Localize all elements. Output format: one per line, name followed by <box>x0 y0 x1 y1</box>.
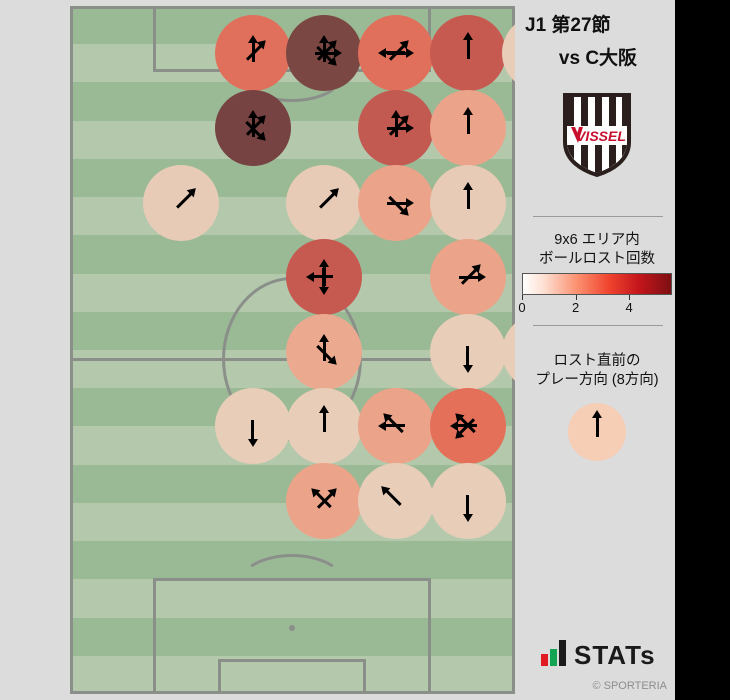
match-round: J1 第27節 <box>525 15 611 36</box>
crest-wrap: VISSEL <box>519 90 675 178</box>
header-block: J1 第27節 vs C大阪 <box>525 10 671 70</box>
colorbar-title-line2: ボールロスト回数 <box>539 250 655 267</box>
heatmap-cell <box>430 463 506 539</box>
content-panel: J1 第27節 vs C大阪 <box>0 0 675 700</box>
heatmap-cell <box>215 388 291 464</box>
heatmap-cell <box>215 15 291 91</box>
copyright: © SPORTERIA <box>592 680 667 692</box>
heatmap-cell <box>358 388 434 464</box>
pitch-stripe <box>70 655 515 694</box>
heatmap-cell <box>430 15 506 91</box>
touchline-bottom <box>70 691 515 694</box>
colorbar-tick-label: 4 <box>625 300 633 316</box>
penalty-spot-bottom <box>289 625 295 631</box>
heatmap-cell <box>286 463 362 539</box>
penalty-arc-top <box>239 44 345 102</box>
crest-wordmark: VISSEL <box>576 128 626 144</box>
divider-bottom <box>533 325 663 326</box>
goal-area-bottom <box>218 659 366 694</box>
heatmap-cell <box>430 388 506 464</box>
heatmap-cell <box>430 165 506 241</box>
divider-top <box>533 216 663 217</box>
arrow-title-line2: プレー方向 (8方向) <box>535 371 659 388</box>
colorbar-tick-label: 2 <box>571 300 580 316</box>
colorbar-legend: 9x6 エリア内 ボールロスト回数 0 2 4 <box>518 231 672 316</box>
arrow-legend-sample <box>568 403 626 462</box>
colorbar-tick-label: 0 <box>518 300 526 316</box>
colorbar-title-line1: 9x6 エリア内 <box>554 232 640 248</box>
arrow-legend: ロスト直前の プレー方向 (8方向) <box>522 352 672 462</box>
heatmap-cell <box>358 463 434 539</box>
logo-bar-red <box>541 654 548 666</box>
heatmap-cell <box>286 165 362 241</box>
colorbar-gradient <box>522 273 672 296</box>
penalty-arc-bottom <box>239 554 345 612</box>
colorbar-tick <box>629 295 631 301</box>
colorbar-ticks: 0 2 4 <box>518 295 672 316</box>
pitch-stripe <box>70 617 515 656</box>
match-opponent: vs C大阪 <box>558 48 638 69</box>
colorbar-tick <box>522 295 523 301</box>
heatmap-cell <box>430 314 506 390</box>
stats-wordmark: STATs <box>574 640 656 671</box>
heatmap-cell <box>358 90 434 166</box>
heatmap-cell <box>143 165 219 241</box>
heatmap-cell <box>286 314 362 390</box>
heatmap-cell <box>430 239 506 315</box>
heatmap-cell <box>286 239 362 315</box>
side-panel: J1 第27節 vs C大阪 <box>518 0 675 700</box>
logo-bar-green <box>550 649 557 666</box>
touchline-top <box>70 6 515 9</box>
arrow-title-line1: ロスト直前の <box>553 353 641 369</box>
sideline-left <box>70 6 73 694</box>
vissel-kobe-crest: VISSEL <box>561 90 633 178</box>
heatmap-cell <box>358 165 434 241</box>
pitch-heatmap <box>70 6 515 694</box>
heatmap-cell <box>430 90 506 166</box>
heatmap-cell <box>286 388 362 464</box>
heatmap-cell <box>215 90 291 166</box>
logo-bar-black <box>559 640 566 666</box>
heatmap-cell <box>358 15 434 91</box>
heatmap-cell <box>286 15 362 91</box>
colorbar-tick <box>575 295 577 301</box>
stats-logo: STATs <box>541 640 656 671</box>
